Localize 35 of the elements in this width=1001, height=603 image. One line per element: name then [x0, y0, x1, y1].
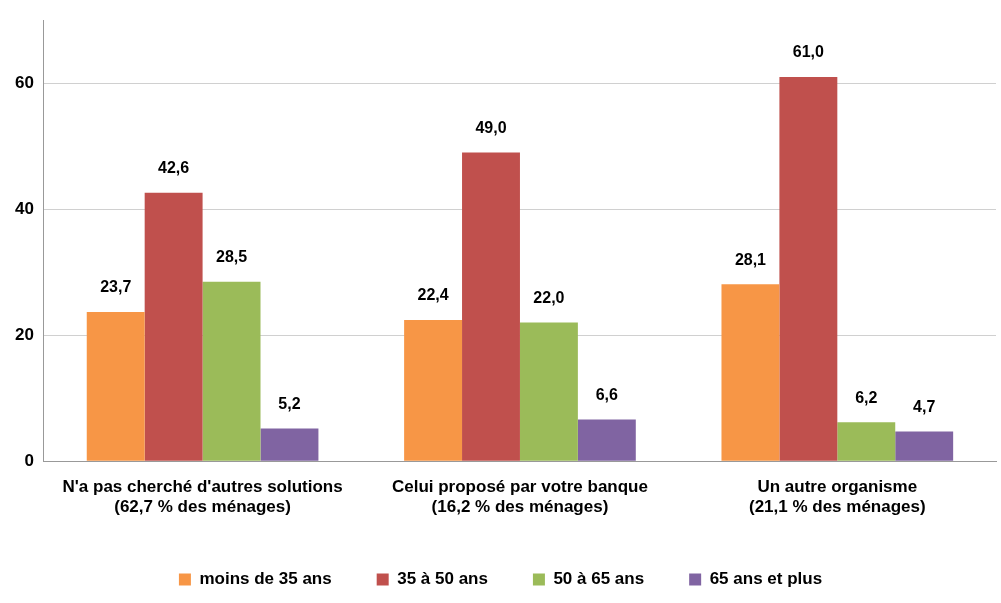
y-tick-label: 0 [24, 450, 34, 470]
bar [202, 281, 261, 461]
y-tick-label: 60 [14, 72, 34, 92]
bar [895, 431, 954, 461]
data-label: 6,6 [595, 386, 619, 404]
data-label: 28,5 [215, 248, 248, 266]
y-tick-label: 20 [14, 324, 34, 344]
x-tick-label: Celui proposé par votre banque (16,2 % des ménages) [391, 477, 648, 517]
bar [404, 320, 463, 461]
x-tick-label: N'a pas cherché d'autres solutions (62,7 % des ménages) [62, 477, 343, 517]
data-label: 49,0 [475, 118, 507, 136]
legend-label: 50 à 65 ans [553, 569, 645, 589]
bar [721, 284, 780, 461]
legend-label: moins de 35 ans [199, 569, 332, 589]
x-tick-label: Un autre organisme (21,1 % des ménages) [748, 477, 926, 517]
bar [837, 422, 896, 461]
legend-label: 65 ans et plus [709, 569, 823, 589]
bar [577, 419, 636, 461]
data-label: 5,2 [278, 394, 301, 412]
data-label: 6,2 [855, 388, 878, 406]
bar [519, 322, 578, 461]
data-label: 42,6 [158, 159, 190, 177]
y-tick-label: 40 [14, 198, 34, 218]
data-label: 22,0 [533, 289, 565, 307]
data-label: 61,0 [792, 43, 825, 61]
data-label: 22,4 [417, 286, 449, 304]
legend-label: 35 à 50 ans [397, 569, 488, 589]
data-label: 23,7 [100, 278, 132, 296]
bar [260, 428, 319, 461]
bar [779, 76, 838, 461]
data-label: 28,1 [734, 250, 767, 268]
data-label: 4,7 [913, 398, 936, 415]
bar [86, 311, 145, 461]
bar [144, 192, 203, 461]
bar [462, 152, 520, 461]
